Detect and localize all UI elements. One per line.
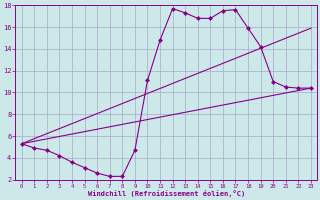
X-axis label: Windchill (Refroidissement éolien,°C): Windchill (Refroidissement éolien,°C)	[88, 190, 245, 197]
